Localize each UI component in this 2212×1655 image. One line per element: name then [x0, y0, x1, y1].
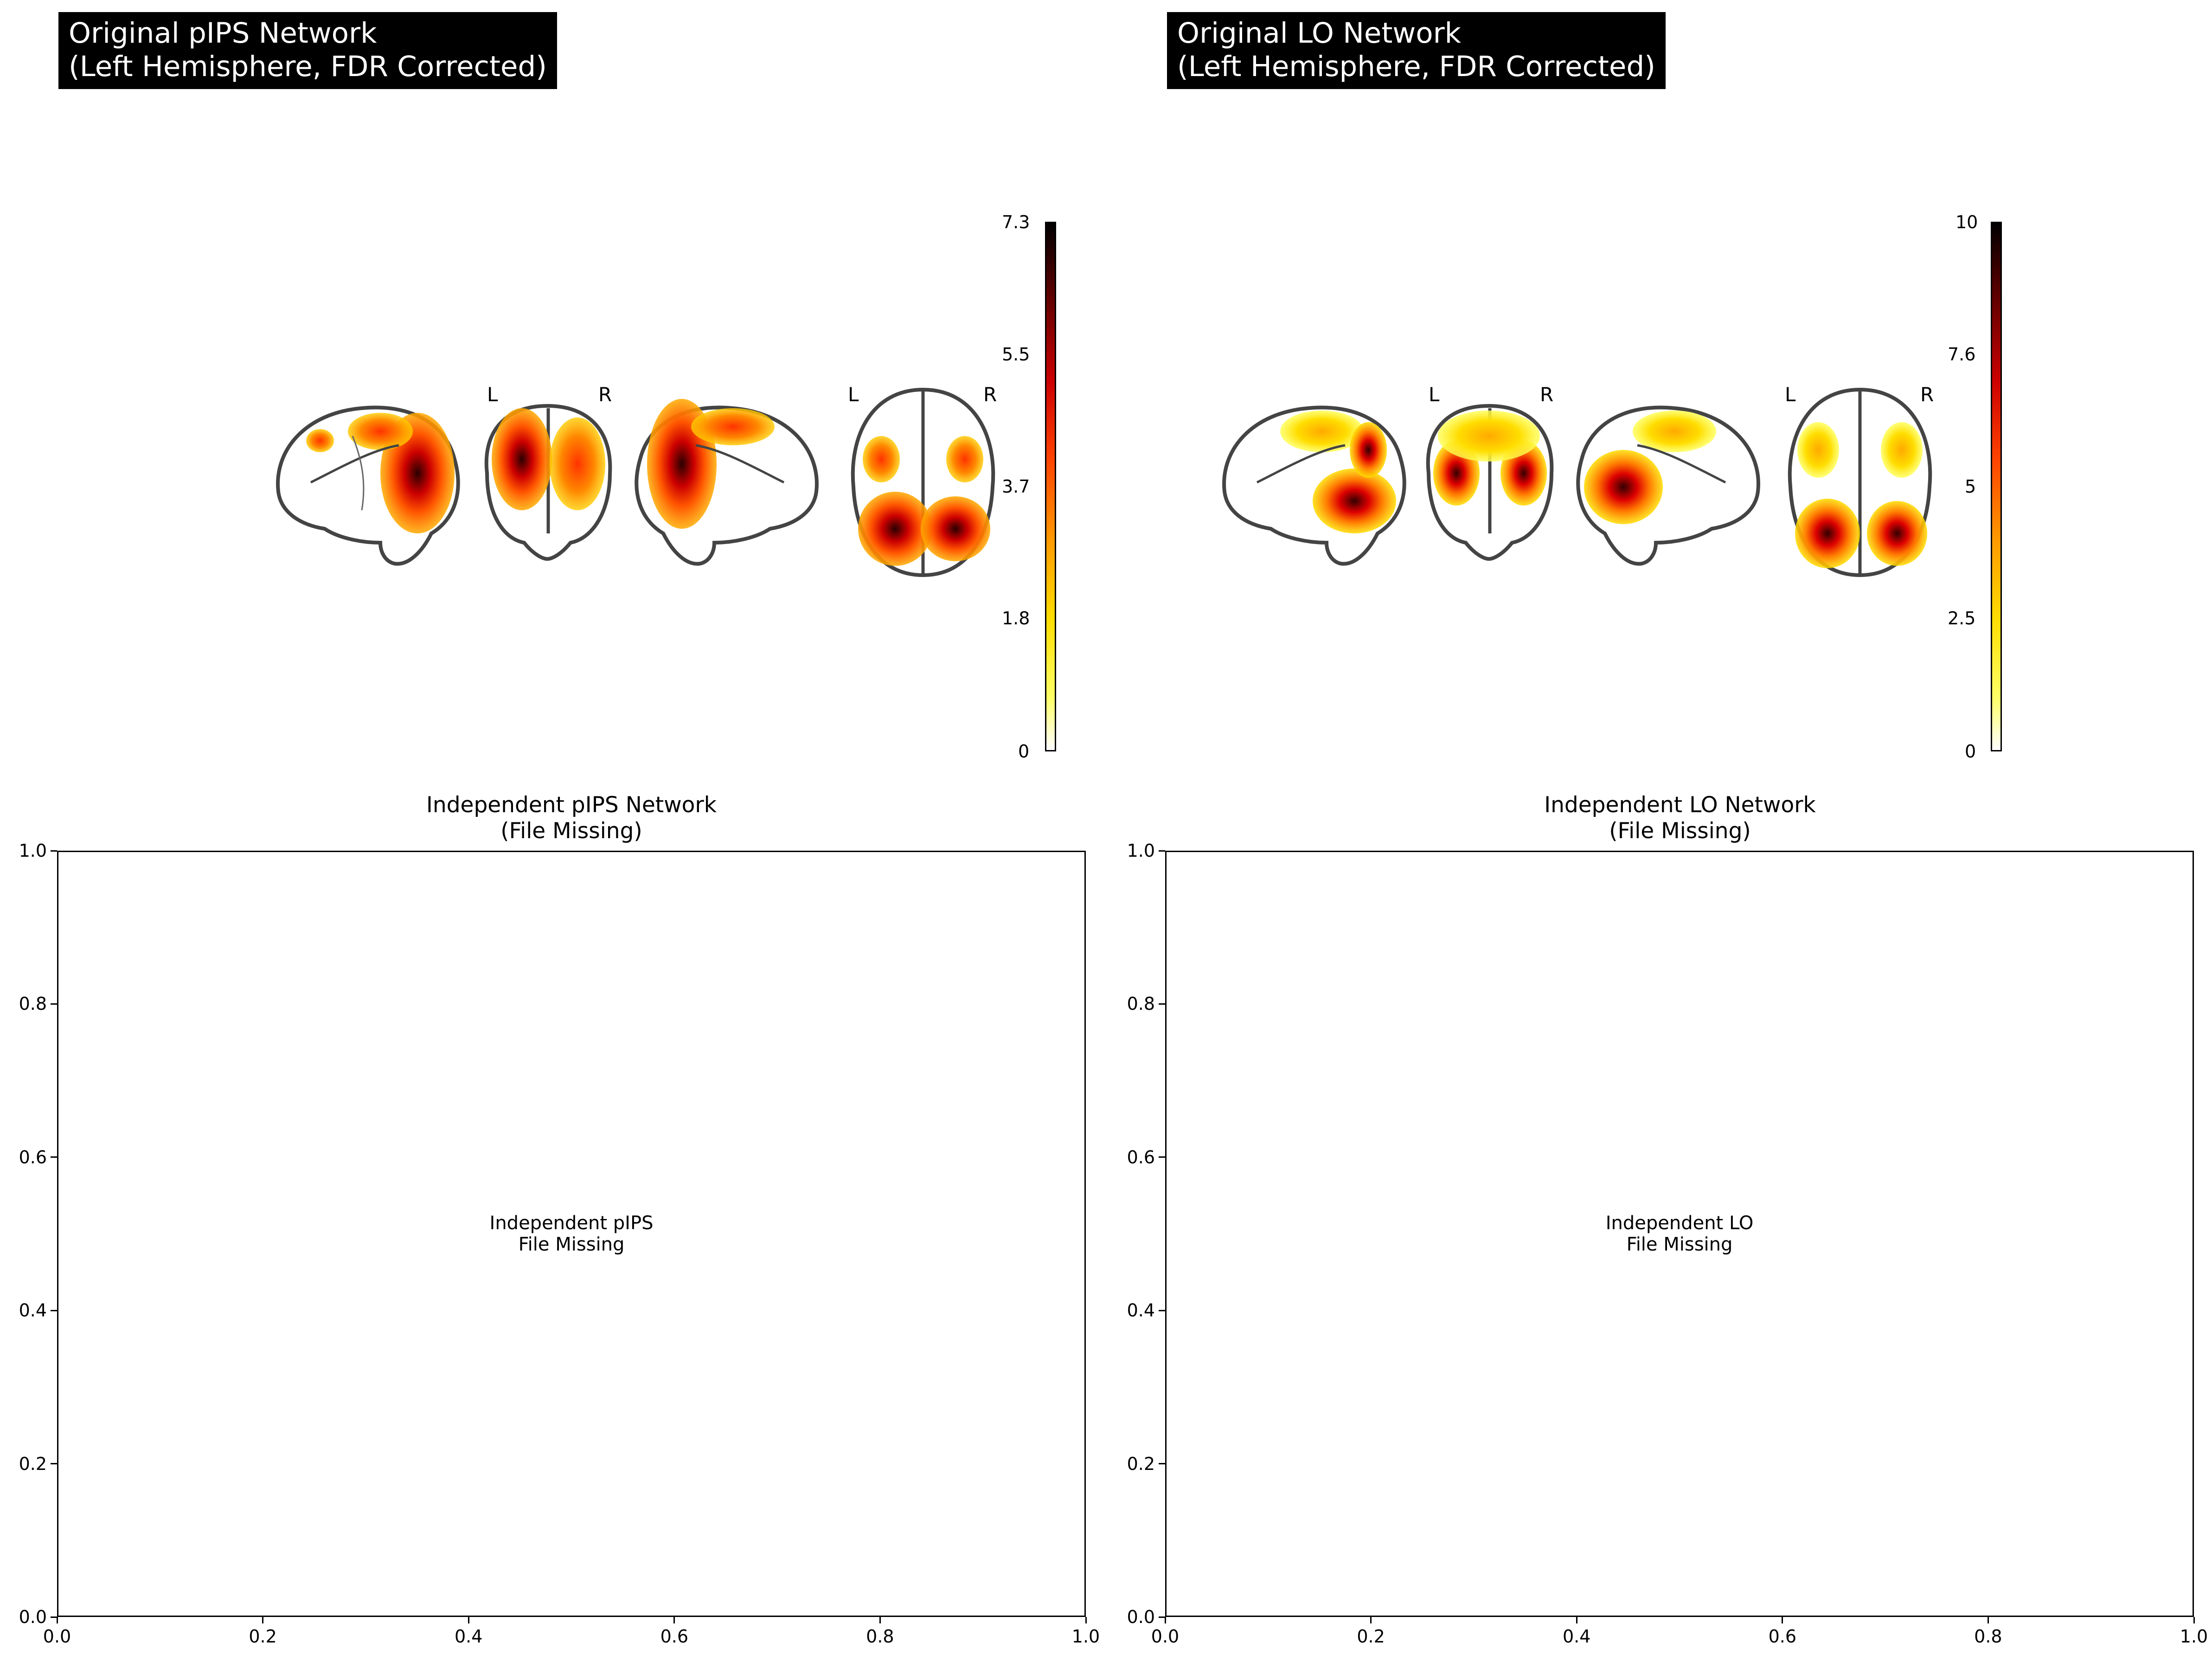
axes-title-pips: Independent pIPS Network (File Missing) [426, 792, 717, 844]
y-tick-mark [51, 1156, 57, 1158]
colorbar-tick: 7.6 [1948, 344, 1976, 365]
y-tick-label: 0.2 [19, 1453, 47, 1474]
y-tick-label: 0.0 [1127, 1607, 1155, 1627]
x-tick-label: 0.0 [1151, 1626, 1180, 1647]
orientation-label-r: R [1540, 383, 1553, 406]
x-tick-mark [56, 1617, 58, 1623]
x-tick-label: 0.8 [1974, 1626, 2002, 1647]
x-tick-label: 1.0 [2180, 1626, 2208, 1647]
y-tick-label: 0.0 [19, 1607, 47, 1627]
y-tick-label: 0.6 [19, 1147, 47, 1167]
orientation-label-l: L [1785, 383, 1796, 406]
y-tick-mark [1159, 1616, 1165, 1618]
x-tick-mark [879, 1617, 881, 1623]
y-tick-label: 0.4 [19, 1300, 47, 1321]
colorbar-tick: 7.3 [1002, 212, 1030, 232]
x-tick-label: 0.0 [43, 1626, 71, 1647]
orientation-label-r: R [598, 383, 612, 406]
y-tick-mark [1159, 1003, 1165, 1005]
y-tick-mark [51, 1463, 57, 1465]
colorbar-tick: 5.5 [1002, 344, 1030, 365]
axes-title-lo: Independent LO Network (File Missing) [1544, 792, 1816, 844]
orientation-label-l: L [848, 383, 859, 406]
file-missing-annotation: Independent LO File Missing [1605, 1212, 1754, 1255]
x-tick-mark [2193, 1617, 2195, 1623]
x-tick-label: 0.8 [866, 1626, 894, 1647]
orientation-label-l: L [1429, 383, 1440, 406]
y-tick-mark [1159, 1463, 1165, 1465]
x-tick-mark [1085, 1617, 1087, 1623]
x-tick-mark [1164, 1617, 1166, 1623]
brain-sagittal-left [276, 405, 460, 566]
y-tick-mark [1159, 850, 1165, 852]
glass-brain-pips: L R L R [276, 383, 997, 577]
x-tick-label: 0.2 [249, 1626, 277, 1647]
y-tick-label: 0.4 [1127, 1300, 1155, 1321]
x-tick-label: 0.6 [660, 1626, 689, 1647]
axes-pips: Independent pIPS File Missing [57, 851, 1086, 1617]
panel-title-pips: Original pIPS Network (Left Hemisphere, … [58, 12, 557, 89]
y-tick-label: 0.2 [1127, 1453, 1155, 1474]
y-tick-label: 1.0 [1127, 840, 1155, 861]
axes-lo: Independent LO File Missing [1165, 851, 2194, 1617]
x-tick-mark [1576, 1617, 1577, 1623]
colorbar-lo [1991, 222, 2002, 751]
y-tick-mark [51, 1616, 57, 1618]
x-tick-mark [673, 1617, 675, 1623]
colorbar-tick: 1.8 [1002, 608, 1030, 629]
y-tick-mark [51, 850, 57, 852]
panel-title-lo: Original LO Network (Left Hemisphere, FD… [1167, 12, 1666, 89]
y-tick-label: 1.0 [19, 840, 47, 861]
x-tick-label: 1.0 [1071, 1626, 1100, 1647]
colorbar-pips [1045, 222, 1056, 751]
x-tick-mark [1782, 1617, 1783, 1623]
x-tick-label: 0.4 [454, 1626, 483, 1647]
orientation-label-l: L [487, 383, 498, 406]
colorbar-tick: 0 [1018, 741, 1030, 762]
x-tick-label: 0.6 [1768, 1626, 1797, 1647]
colorbar-tick: 3.7 [1002, 476, 1030, 497]
x-tick-mark [468, 1617, 469, 1623]
file-missing-annotation: Independent pIPS File Missing [489, 1212, 654, 1255]
orientation-label-r: R [983, 383, 997, 406]
y-tick-label: 0.6 [1127, 1147, 1155, 1167]
glass-brain-lo: L R L R [1222, 383, 1934, 577]
colorbar-tick: 5 [1965, 476, 1976, 497]
y-tick-mark [1159, 1309, 1165, 1311]
colorbar-tick: 0 [1965, 741, 1976, 762]
x-tick-mark [1370, 1617, 1372, 1623]
x-tick-label: 0.4 [1562, 1626, 1591, 1647]
x-tick-label: 0.2 [1357, 1626, 1385, 1647]
colorbar-tick: 2.5 [1948, 608, 1976, 629]
orientation-label-r: R [1920, 383, 1934, 406]
x-tick-mark [1987, 1617, 1989, 1623]
y-tick-mark [1159, 1156, 1165, 1158]
colorbar-tick: 10 [1956, 212, 1978, 232]
y-tick-mark [51, 1003, 57, 1005]
y-tick-mark [51, 1309, 57, 1311]
y-tick-label: 0.8 [19, 994, 47, 1014]
x-tick-mark [262, 1617, 264, 1623]
y-tick-label: 0.8 [1127, 994, 1155, 1014]
